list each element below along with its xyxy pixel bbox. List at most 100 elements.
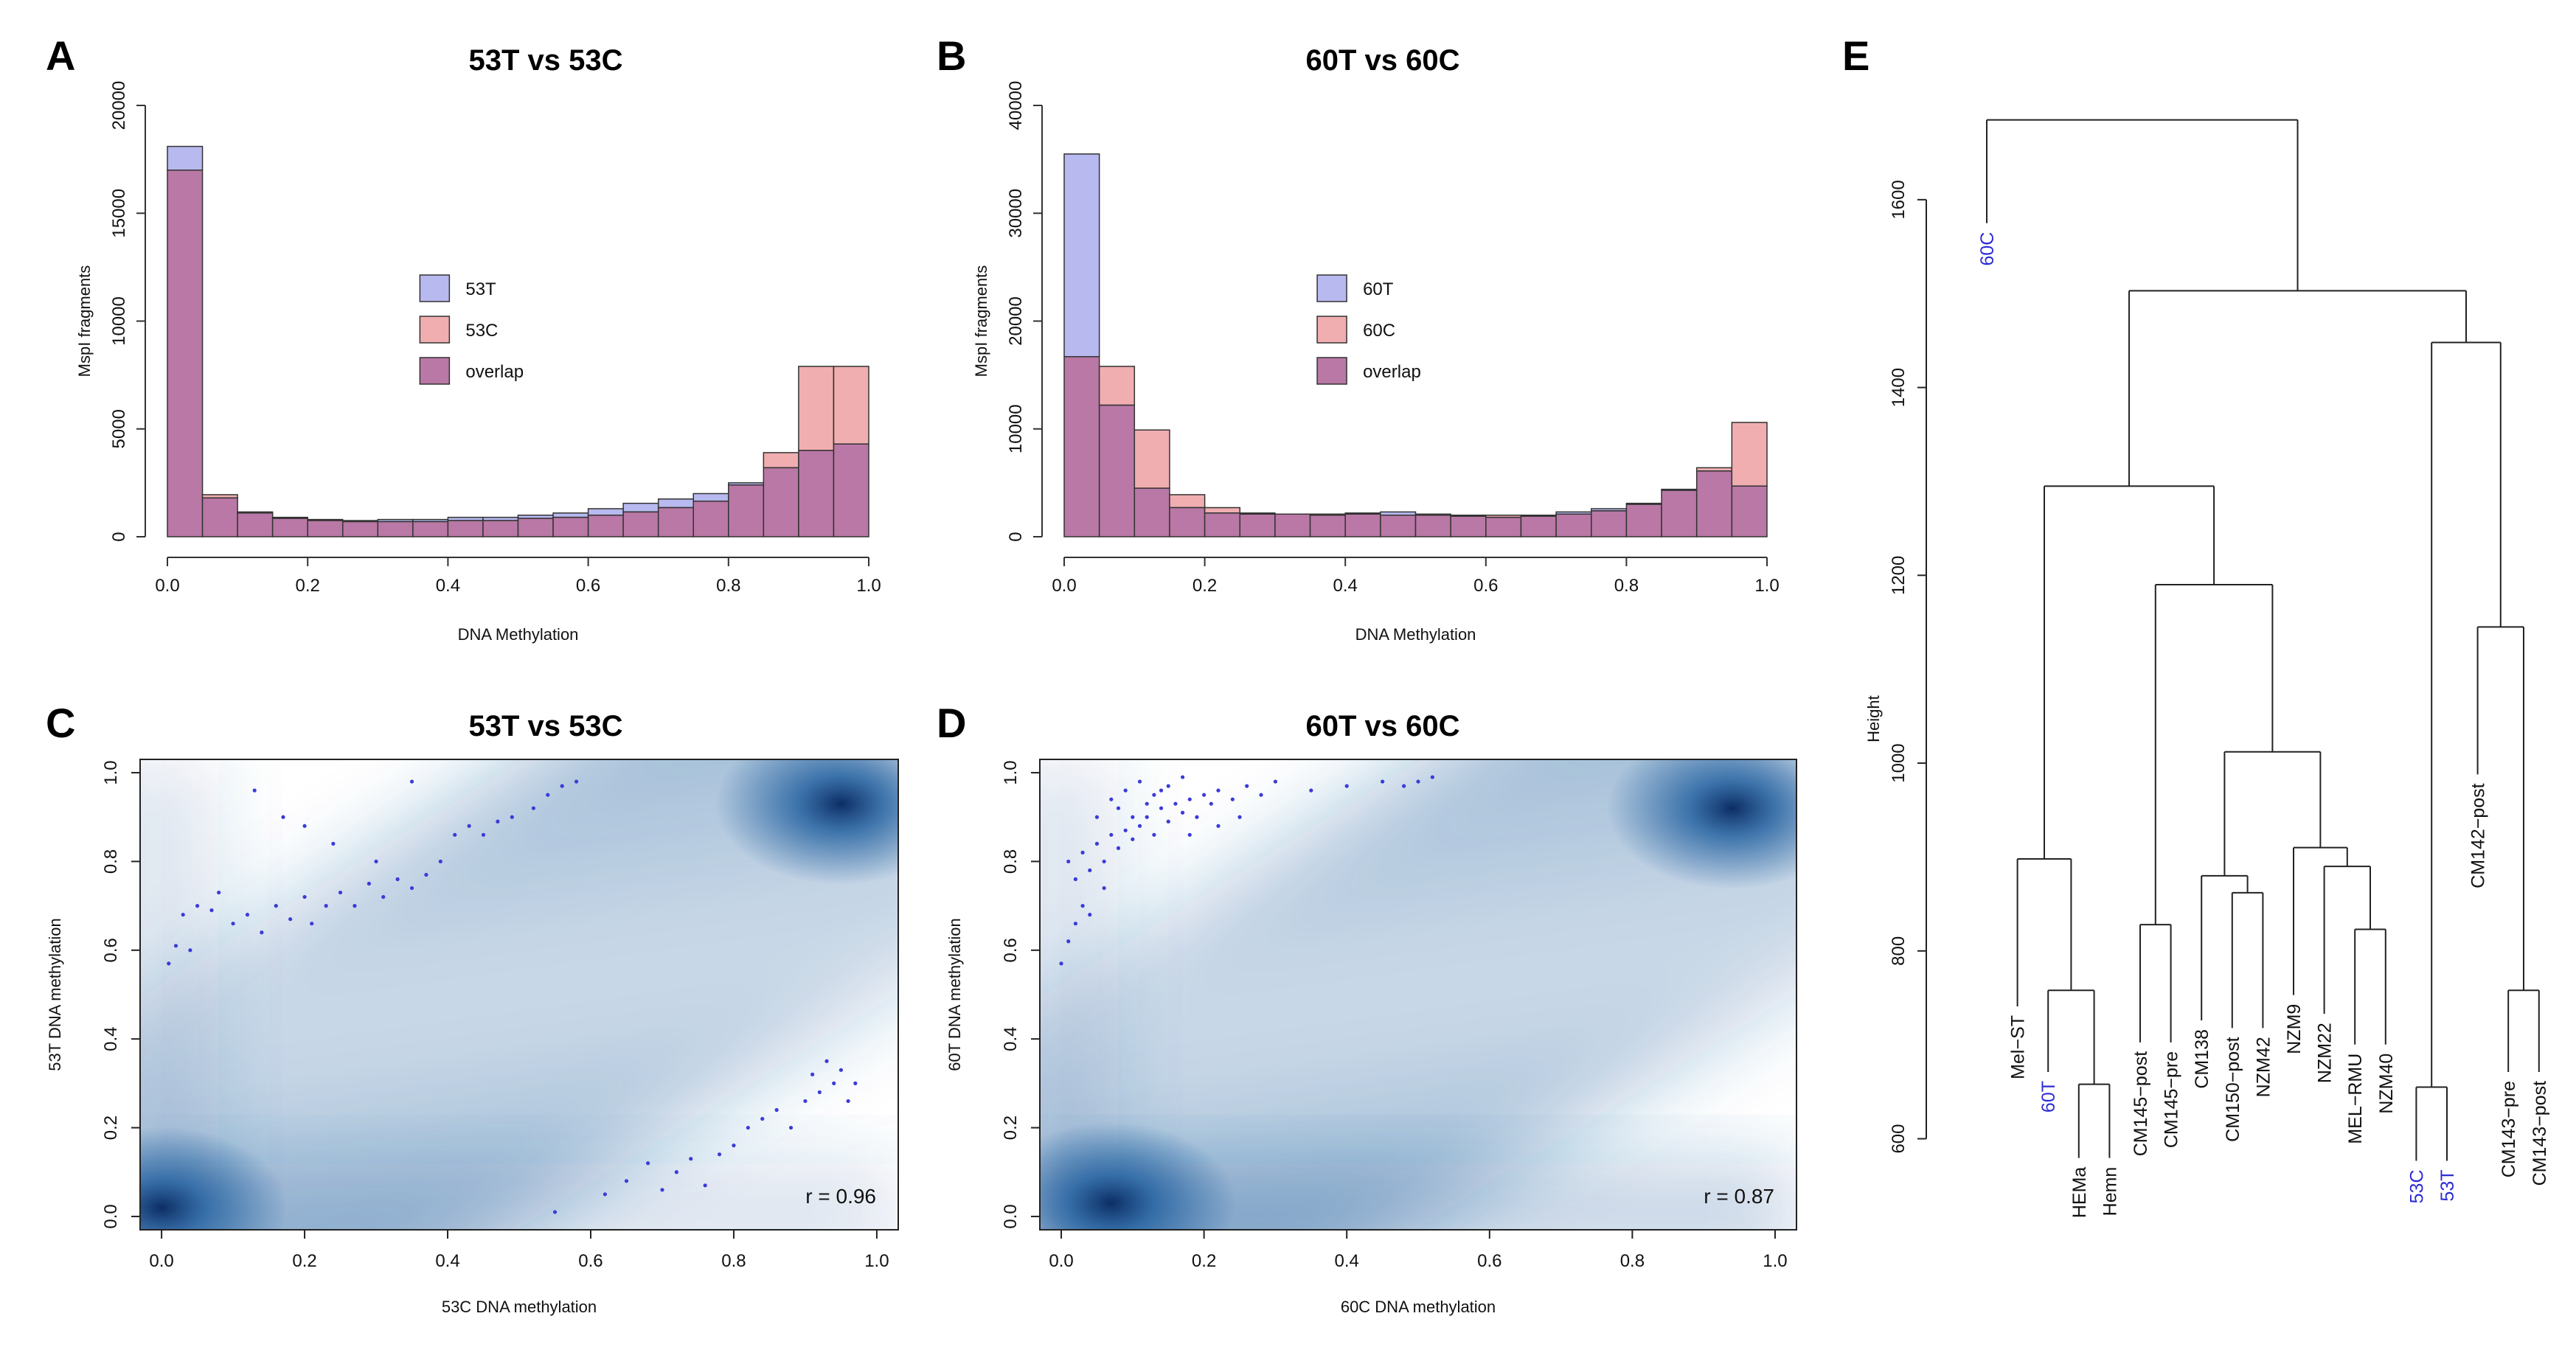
outlier-point bbox=[245, 913, 250, 917]
bar-overlap bbox=[1344, 513, 1381, 537]
outlier-point bbox=[1209, 801, 1213, 806]
outlier-point bbox=[324, 904, 328, 908]
panel-b-title: 60T vs 60C bbox=[1305, 44, 1459, 77]
outlier-point bbox=[1159, 806, 1164, 810]
density-scatter-d: r = 0.87 0.0 0.2 0.4 0.6 0.8 1.0 60C DNA methyl… bbox=[945, 759, 1797, 1316]
outlier-point bbox=[1180, 810, 1185, 815]
outlier-point bbox=[824, 1059, 829, 1063]
outlier-point bbox=[746, 1125, 750, 1130]
y-tick-label: 600 bbox=[1889, 1124, 1909, 1154]
bar-overlap bbox=[482, 520, 519, 537]
bar-excess bbox=[622, 502, 659, 513]
outlier-point bbox=[1195, 815, 1199, 819]
outlier-point bbox=[1381, 779, 1385, 784]
outlier-point bbox=[1131, 837, 1135, 841]
bar-overlap bbox=[1204, 512, 1240, 537]
bar-excess bbox=[657, 498, 695, 509]
outlier-point bbox=[603, 1192, 607, 1197]
bar-excess bbox=[587, 508, 624, 516]
outlier-point bbox=[281, 815, 285, 819]
outlier-point bbox=[181, 913, 185, 917]
bar-overlap bbox=[692, 500, 729, 537]
bar-overlap bbox=[1520, 515, 1557, 537]
outlier-point bbox=[481, 832, 486, 837]
legend-label: overlap bbox=[465, 362, 524, 382]
bar-overlap bbox=[763, 467, 799, 537]
outlier-point bbox=[424, 872, 428, 877]
outlier-point bbox=[1080, 850, 1085, 855]
bar-overlap bbox=[1274, 513, 1311, 537]
bar-overlap bbox=[1414, 515, 1451, 537]
outlier-point bbox=[1230, 797, 1235, 801]
leaf-label: CM145−post bbox=[2131, 1051, 2151, 1156]
leaf-label: 60C bbox=[1977, 232, 1998, 266]
outlier-point bbox=[760, 1116, 765, 1121]
outlier-point bbox=[1159, 788, 1164, 793]
bar-excess bbox=[1133, 429, 1170, 489]
histogram-b: 0.0 0.2 0.4 0.6 0.8 1.0 DNA Methylation 0 10000 2… bbox=[972, 81, 1780, 644]
outlier-point bbox=[1309, 788, 1313, 793]
outlier-point bbox=[732, 1144, 736, 1148]
x-tick-label: 0.4 bbox=[436, 576, 460, 596]
outlier-point bbox=[260, 930, 264, 935]
outlier-point bbox=[574, 779, 579, 784]
bar-overlap bbox=[447, 520, 484, 537]
outlier-point bbox=[1259, 793, 1263, 797]
bar-overlap bbox=[412, 521, 449, 537]
x-tick-label: 0.6 bbox=[1477, 1251, 1501, 1271]
y-tick-label: 40000 bbox=[1006, 81, 1026, 130]
leaf-label: CM143−pre bbox=[2499, 1081, 2519, 1177]
panel-label-a: A bbox=[46, 32, 75, 79]
outlier-point bbox=[1066, 939, 1071, 944]
outlier-point bbox=[1166, 784, 1170, 788]
panel-label-e: E bbox=[1842, 32, 1869, 79]
y-tick-label: 0 bbox=[109, 532, 129, 541]
outlier-point bbox=[560, 784, 564, 788]
bar-excess bbox=[552, 512, 589, 518]
outlier-point bbox=[717, 1152, 722, 1157]
outlier-point bbox=[173, 944, 178, 948]
outlier-point bbox=[846, 1099, 850, 1104]
outlier-point bbox=[1137, 779, 1142, 784]
outlier-point bbox=[1402, 784, 1406, 788]
plot-frame bbox=[1039, 759, 1797, 1231]
outlier-point bbox=[689, 1157, 693, 1161]
outlier-point bbox=[853, 1081, 858, 1085]
y-axis-label: Height bbox=[1864, 695, 1883, 742]
panel-a-title: 53T vs 53C bbox=[468, 44, 622, 77]
panel-label-d: D bbox=[937, 700, 966, 746]
y-tick-label: 0.2 bbox=[1001, 1115, 1021, 1140]
leaf-label: 53C bbox=[2406, 1169, 2427, 1203]
outlier-point bbox=[1216, 788, 1221, 793]
outlier-point bbox=[331, 841, 336, 846]
bar-overlap bbox=[271, 518, 308, 537]
leaf-label: Hemn bbox=[2100, 1167, 2120, 1217]
bar-overlap bbox=[587, 515, 624, 537]
outlier-point bbox=[252, 788, 257, 793]
bar-overlap bbox=[1239, 513, 1276, 537]
y-tick-label: 0.0 bbox=[101, 1204, 121, 1228]
bar-overlap bbox=[798, 450, 835, 537]
leaf-label: NZM40 bbox=[2376, 1054, 2397, 1114]
panel-c-title: 53T vs 53C bbox=[468, 710, 622, 742]
outlier-point bbox=[1059, 961, 1063, 966]
bar-excess bbox=[1063, 153, 1100, 358]
outlier-point bbox=[1187, 797, 1192, 801]
bar-overlap bbox=[728, 484, 765, 537]
y-tick-label: 0 bbox=[1006, 532, 1026, 541]
legend-swatch bbox=[1316, 357, 1347, 385]
legend-swatch bbox=[419, 316, 451, 344]
density-layer bbox=[140, 759, 898, 1230]
y-tick-label: 0.0 bbox=[1001, 1204, 1021, 1228]
outlier-point bbox=[310, 922, 314, 926]
bar-overlap bbox=[1063, 356, 1100, 537]
panel-d-title: 60T vs 60C bbox=[1305, 710, 1459, 742]
bar-excess bbox=[798, 366, 835, 451]
legend-swatch bbox=[1316, 274, 1347, 302]
bar-overlap bbox=[307, 520, 344, 537]
x-tick-label: 0.4 bbox=[435, 1251, 459, 1271]
leaf-label: CM145−pre bbox=[2162, 1051, 2182, 1148]
x-tick-label: 0.2 bbox=[296, 576, 320, 596]
bar-overlap bbox=[377, 521, 414, 537]
